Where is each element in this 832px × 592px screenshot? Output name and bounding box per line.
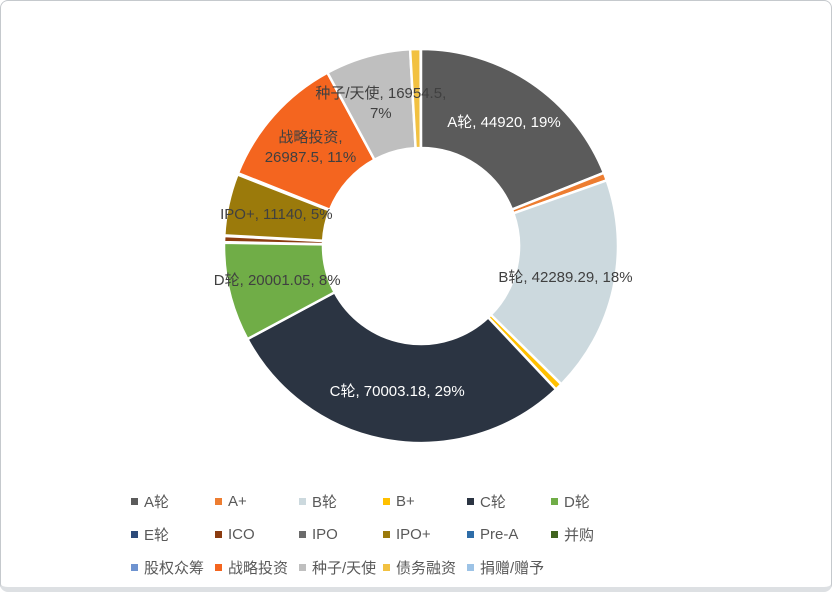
- chart-legend: A轮 A+ B轮 B+ C轮 D轮 E轮 ICO IPO IPO+ Pre-A 并购股权众筹 战略投资 种…: [131, 485, 635, 584]
- legend-swatch-icon: [299, 564, 306, 571]
- legend-label: ICO: [228, 526, 255, 543]
- legend-swatch-icon: [215, 564, 222, 571]
- legend-item-IPO+[interactable]: IPO+: [383, 526, 467, 543]
- legend-label: 并购: [564, 527, 595, 544]
- legend-item-ICO[interactable]: ICO: [215, 526, 299, 543]
- legend-swatch-icon: [215, 498, 222, 505]
- pie-slice-B轮[interactable]: [489, 179, 620, 386]
- legend-item-C轮[interactable]: C轮: [467, 491, 551, 512]
- legend-swatch-icon: [131, 564, 138, 571]
- legend-item-股权众筹[interactable]: 股权众筹: [131, 557, 215, 578]
- legend-label: IPO+: [396, 526, 431, 543]
- legend-label: A+: [228, 493, 247, 510]
- legend-swatch-icon: [467, 564, 474, 571]
- legend-label: IPO: [312, 526, 338, 543]
- pie-slice-C轮[interactable]: [246, 291, 558, 445]
- legend-item-种子/天使[interactable]: 种子/天使: [299, 557, 383, 578]
- pie-slice-A轮[interactable]: [419, 47, 606, 211]
- legend-label: D轮: [564, 494, 590, 511]
- legend-row: 股权众筹 战略投资 种子/天使 债务融资 捐赠/赠予: [131, 551, 635, 584]
- legend-swatch-icon: [551, 531, 558, 538]
- chart-plot-area: A轮, 44920, 19% B轮, 42289.29, 18% C轮, 70003…: [1, 1, 831, 481]
- legend-label: 战略投资: [228, 560, 289, 577]
- legend-swatch-icon: [131, 498, 138, 505]
- legend-label: 债务融资: [396, 560, 457, 577]
- legend-item-并购[interactable]: 并购: [551, 524, 635, 545]
- legend-swatch-icon: [467, 531, 474, 538]
- legend-swatch-icon: [299, 531, 306, 538]
- pie-slice-债务融资[interactable]: [408, 47, 423, 150]
- pie-slice-IPO+[interactable]: [223, 173, 331, 242]
- legend-label: A轮: [144, 494, 170, 511]
- legend-item-Pre-A[interactable]: Pre-A: [467, 526, 551, 543]
- legend-label: 种子/天使: [312, 560, 377, 577]
- donut-chart: [222, 47, 620, 445]
- legend-item-B+[interactable]: B+: [383, 493, 467, 510]
- legend-label: 捐赠/赠予: [480, 560, 545, 577]
- legend-item-D轮[interactable]: D轮: [551, 491, 635, 512]
- legend-label: C轮: [480, 494, 506, 511]
- legend-swatch-icon: [215, 531, 222, 538]
- legend-swatch-icon: [383, 564, 390, 571]
- legend-label: B轮: [312, 494, 338, 511]
- legend-row: E轮 ICO IPO IPO+ Pre-A 并购: [131, 518, 635, 551]
- legend-swatch-icon: [299, 498, 306, 505]
- legend-item-捐赠/赠予[interactable]: 捐赠/赠予: [467, 557, 551, 578]
- legend-swatch-icon: [551, 498, 558, 505]
- legend-swatch-icon: [467, 498, 474, 505]
- legend-label: Pre-A: [480, 526, 519, 543]
- legend-row: A轮 A+ B轮 B+ C轮 D轮: [131, 485, 635, 518]
- legend-label: 股权众筹: [144, 560, 205, 577]
- legend-item-A轮[interactable]: A轮: [131, 491, 215, 512]
- legend-item-E轮[interactable]: E轮: [131, 524, 215, 545]
- legend-swatch-icon: [131, 531, 138, 538]
- legend-swatch-icon: [383, 498, 390, 505]
- legend-item-IPO[interactable]: IPO: [299, 526, 383, 543]
- legend-item-战略投资[interactable]: 战略投资: [215, 557, 299, 578]
- legend-label: E轮: [144, 527, 170, 544]
- legend-item-债务融资[interactable]: 债务融资: [383, 557, 467, 578]
- legend-swatch-icon: [383, 531, 390, 538]
- legend-item-A+[interactable]: A+: [215, 493, 299, 510]
- legend-label: B+: [396, 493, 415, 510]
- legend-item-B轮[interactable]: B轮: [299, 491, 383, 512]
